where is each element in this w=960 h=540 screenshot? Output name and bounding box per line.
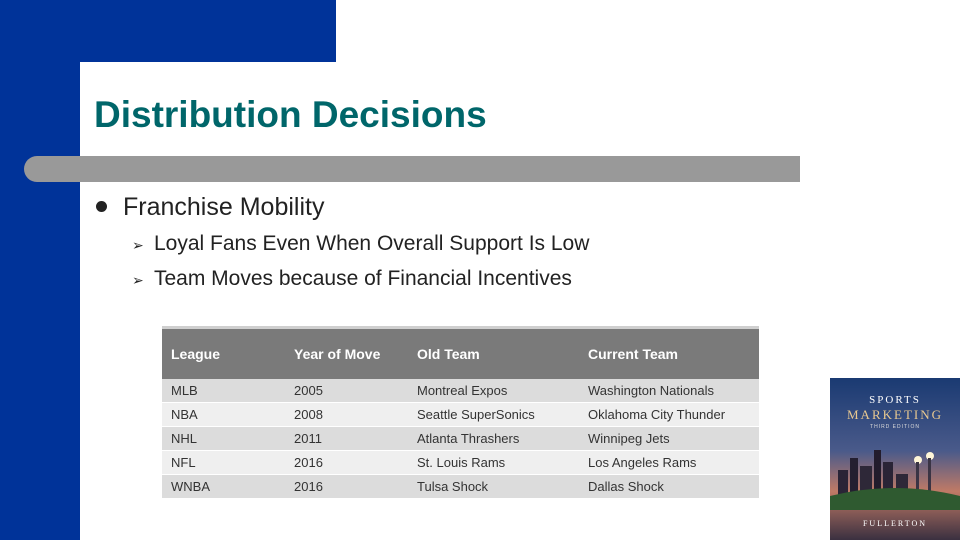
table-cell: 2016 bbox=[285, 450, 408, 475]
column-header: Old Team bbox=[408, 326, 579, 379]
book-author: FULLERTON bbox=[862, 519, 928, 528]
book-title-line2: MARKETING bbox=[847, 407, 943, 422]
table-cell: NFL bbox=[162, 450, 285, 475]
arrow-bullet-icon: ➢ bbox=[132, 237, 144, 253]
table-cell: NBA bbox=[162, 402, 285, 427]
book-title-line1: SPORTS bbox=[869, 394, 921, 406]
bullet-dot-icon bbox=[96, 200, 107, 212]
table-row: NBA 2008 Seattle SuperSonics Oklahoma Ci… bbox=[162, 402, 759, 427]
table-cell: MLB bbox=[162, 379, 285, 403]
book-cover-image: SPORTS MARKETING THIRD EDITION FULLERTON bbox=[830, 378, 960, 540]
stadium-skyline-icon bbox=[830, 450, 960, 510]
table-cell: Oklahoma City Thunder bbox=[579, 402, 759, 427]
table-cell: St. Louis Rams bbox=[408, 450, 579, 475]
slide-title: Distribution Decisions bbox=[94, 94, 487, 135]
column-header: Year of Move bbox=[285, 326, 408, 379]
table-row: NHL 2011 Atlanta Thrashers Winnipeg Jets bbox=[162, 426, 759, 451]
table-cell: 2008 bbox=[285, 402, 408, 427]
table-cell: Montreal Expos bbox=[408, 379, 579, 403]
table-cell: Seattle SuperSonics bbox=[408, 402, 579, 427]
blue-left-band bbox=[0, 0, 80, 540]
sub-bullet-text: Loyal Fans Even When Overall Support Is … bbox=[154, 232, 590, 255]
table-row: NFL 2016 St. Louis Rams Los Angeles Rams bbox=[162, 450, 759, 475]
bullet-main: Franchise Mobility bbox=[96, 193, 324, 222]
arrow-bullet-icon: ➢ bbox=[132, 272, 144, 288]
franchise-moves-table: League Year of Move Old Team Current Tea… bbox=[162, 326, 759, 499]
sub-bullet: ➢ Loyal Fans Even When Overall Support Is… bbox=[132, 232, 589, 256]
table-cell: Winnipeg Jets bbox=[579, 426, 759, 451]
sub-bullet-text: Team Moves because of Financial Incentiv… bbox=[154, 267, 572, 290]
title-divider-bar bbox=[24, 156, 800, 182]
table-cell: 2016 bbox=[285, 474, 408, 499]
table-row: MLB 2005 Montreal Expos Washington Natio… bbox=[162, 379, 759, 403]
table-cell: WNBA bbox=[162, 474, 285, 499]
column-header: League bbox=[162, 326, 285, 379]
table-cell: 2011 bbox=[285, 426, 408, 451]
sub-bullet: ➢ Team Moves because of Financial Incenti… bbox=[132, 267, 572, 291]
bullet-main-text: Franchise Mobility bbox=[123, 193, 325, 221]
column-header: Current Team bbox=[579, 326, 759, 379]
table-cell: Los Angeles Rams bbox=[579, 450, 759, 475]
table-header-row: League Year of Move Old Team Current Tea… bbox=[162, 326, 759, 379]
table-cell: Atlanta Thrashers bbox=[408, 426, 579, 451]
table-cell: NHL bbox=[162, 426, 285, 451]
table-cell: Washington Nationals bbox=[579, 379, 759, 403]
table-row: WNBA 2016 Tulsa Shock Dallas Shock bbox=[162, 474, 759, 499]
table-cell: Tulsa Shock bbox=[408, 474, 579, 499]
table-cell: 2005 bbox=[285, 379, 408, 403]
book-edition: THIRD EDITION bbox=[870, 424, 920, 430]
table-cell: Dallas Shock bbox=[579, 474, 759, 499]
